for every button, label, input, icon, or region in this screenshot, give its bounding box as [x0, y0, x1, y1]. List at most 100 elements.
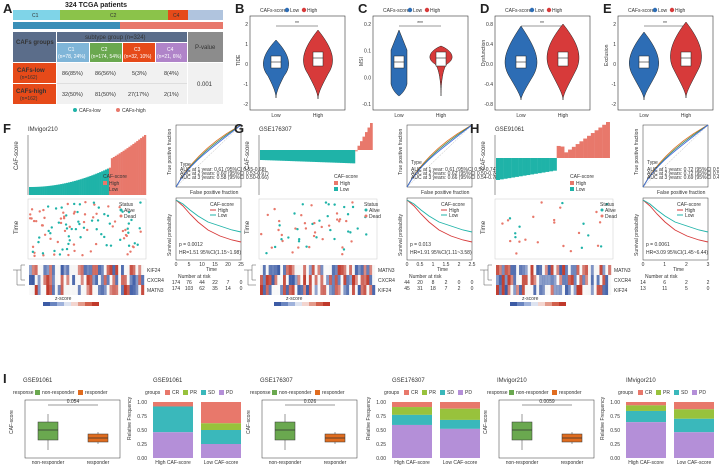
status-point [514, 232, 517, 235]
km-xtick: 1 [432, 262, 435, 268]
legend-item: SD [681, 390, 688, 396]
heat-cell [559, 265, 563, 275]
y-tick: 0.75 [137, 414, 147, 420]
legend-key-high [103, 181, 107, 185]
heat-cell [593, 285, 597, 295]
heat-cell [510, 265, 514, 275]
heat-cell [118, 265, 122, 275]
zscore-swatch [302, 302, 309, 306]
heat-cell [585, 265, 589, 275]
heat-cell [565, 285, 569, 295]
cohort-name: IMvigor210 [28, 127, 58, 133]
legend-item: PD [465, 390, 472, 396]
risk-bar [579, 141, 584, 158]
status-point [343, 205, 346, 209]
sub-n-4: (n=21, 6%) [157, 54, 182, 60]
status-point [345, 219, 348, 223]
heat-cell [556, 285, 560, 295]
status-point [40, 224, 44, 227]
heat-cell [510, 275, 514, 285]
bar-seg-2: C2 [110, 13, 117, 19]
risk-bar [537, 158, 542, 174]
heat-cell [354, 265, 358, 275]
status-point [318, 219, 321, 222]
legend-item: PR [190, 390, 197, 396]
heat-cell [297, 265, 301, 275]
status-point [74, 227, 78, 231]
heat-cell [539, 275, 543, 285]
plot-frame [372, 15, 469, 111]
stack-seg-pd [626, 422, 666, 458]
heat-cell [363, 285, 367, 295]
heat-cell [516, 285, 520, 295]
status-point [84, 200, 87, 204]
risk-bar [533, 158, 538, 174]
roc-xlabel: False positive fraction [657, 190, 706, 196]
heat-cell [300, 285, 304, 295]
heat-cell [366, 285, 370, 295]
legend-low: Low [340, 187, 350, 193]
status-point [508, 217, 512, 220]
status-point [121, 229, 125, 233]
risk-high: 0 [471, 280, 474, 286]
status-point [266, 213, 269, 217]
risk-bar [606, 122, 610, 158]
heat-cell [100, 285, 104, 295]
gene-label: MATN3 [614, 268, 631, 274]
km-xtick: 0.5 [417, 262, 424, 268]
heat-cell [34, 285, 38, 295]
status-point [66, 202, 69, 206]
heat-cell [593, 275, 597, 285]
heat-cell [121, 285, 125, 295]
status-point [127, 231, 130, 234]
legend-key [219, 390, 224, 395]
status-point [337, 220, 341, 223]
km-low [642, 199, 709, 233]
y-tick: 1.00 [376, 400, 386, 406]
heat-cell [80, 285, 84, 295]
heat-cell [29, 285, 33, 295]
km-plot: Survival probability p = 0.0061 HR=3.09 95… [634, 197, 710, 292]
heat-cell [608, 265, 612, 275]
heat-cell [588, 285, 592, 295]
risk-bar [360, 141, 363, 150]
panel-label: H [470, 121, 479, 136]
heat-cell [297, 275, 301, 285]
km-xtick: 1.5 [443, 262, 450, 268]
sub-col-1: C1 [68, 47, 75, 53]
x-cat-1: responder [324, 460, 347, 466]
heat-cell [519, 265, 523, 275]
box-high [312, 51, 324, 67]
km-legend-high: High [685, 208, 696, 214]
legend-title: response [250, 390, 271, 396]
heat-cell [138, 265, 142, 275]
stack-seg-cr [392, 402, 432, 408]
row-high-cell [13, 84, 56, 104]
risk-bar [54, 185, 57, 195]
heat-cell [565, 275, 569, 285]
stack-seg-pr [201, 423, 241, 430]
risk-bar [38, 186, 41, 195]
status-point [63, 229, 67, 233]
status-point [324, 201, 328, 204]
risk-bar [587, 135, 592, 158]
row-high-name: CAFs-high [16, 89, 47, 95]
panel-label-a: A [3, 1, 13, 16]
risk-bar [134, 142, 137, 195]
heat-cell [521, 265, 525, 275]
legend-key [165, 390, 170, 395]
heat-cell [49, 265, 53, 275]
risk-bar [260, 150, 263, 160]
heat-cell [352, 265, 356, 275]
roc-ylabel: True positive fraction [398, 129, 404, 175]
roc-type: Type [411, 160, 422, 166]
risk-bar [332, 150, 336, 163]
legend-key-low [103, 187, 107, 191]
risk-bar [350, 150, 353, 164]
sub-col-cell-4 [156, 43, 187, 62]
heat-cell [52, 285, 56, 295]
heat-cell [291, 275, 295, 285]
risk-bar [267, 150, 271, 161]
status-point [598, 221, 602, 224]
